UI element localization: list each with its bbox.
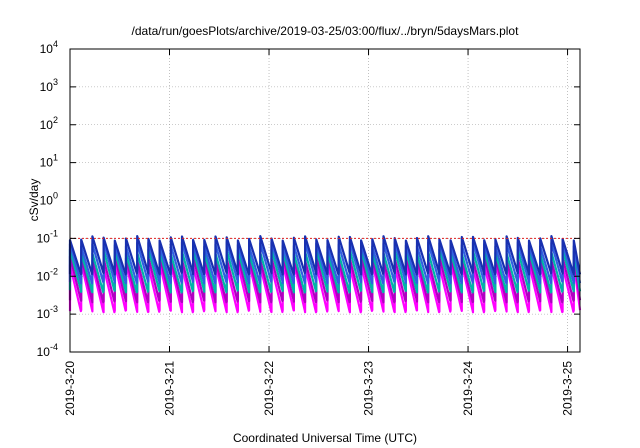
series-5: [68, 235, 582, 276]
series-line: [68, 248, 582, 294]
series-2: [68, 254, 582, 304]
x-tick-label: 2019-3-21: [163, 361, 177, 416]
y-tick-label: 10-4: [37, 342, 58, 359]
series-3: [68, 248, 582, 294]
series-line: [68, 261, 582, 314]
y-tick-label: 10-2: [37, 266, 58, 283]
y-tick-label: 103: [40, 77, 58, 94]
series-layer: [68, 235, 582, 314]
series-line: [68, 235, 582, 276]
x-tick-label: 2019-3-24: [461, 361, 475, 416]
chart-title: /data/run/goesPlots/archive/2019-03-25/0…: [132, 24, 520, 38]
x-axis: 2019-3-20 2019-3-21 2019-3-22 2019-3-23 2019…: [63, 49, 575, 416]
y-tick-label: 10-1: [37, 228, 58, 245]
series-4: [68, 240, 582, 285]
y-tick-label: 10-3: [37, 304, 58, 321]
x-tick-label: 2019-3-20: [63, 361, 77, 416]
x-tick-label: 2019-3-25: [561, 361, 575, 416]
series-1: [68, 261, 582, 314]
series-line: [68, 254, 582, 304]
y-tick-label: 104: [40, 39, 58, 56]
y-axis-label: cSv/day: [27, 179, 41, 222]
y-axis: 10-4 10-3 10-2 10-1 100 101 102 103 104: [37, 39, 580, 359]
y-tick-label: 102: [40, 115, 58, 132]
y-tick-label: 100: [40, 191, 58, 208]
y-tick-label: 101: [40, 153, 58, 170]
x-tick-label: 2019-3-23: [362, 361, 376, 416]
x-axis-label: Coordinated Universal Time (UTC): [233, 431, 417, 445]
x-tick-label: 2019-3-22: [262, 361, 276, 416]
series-line: [68, 240, 582, 285]
